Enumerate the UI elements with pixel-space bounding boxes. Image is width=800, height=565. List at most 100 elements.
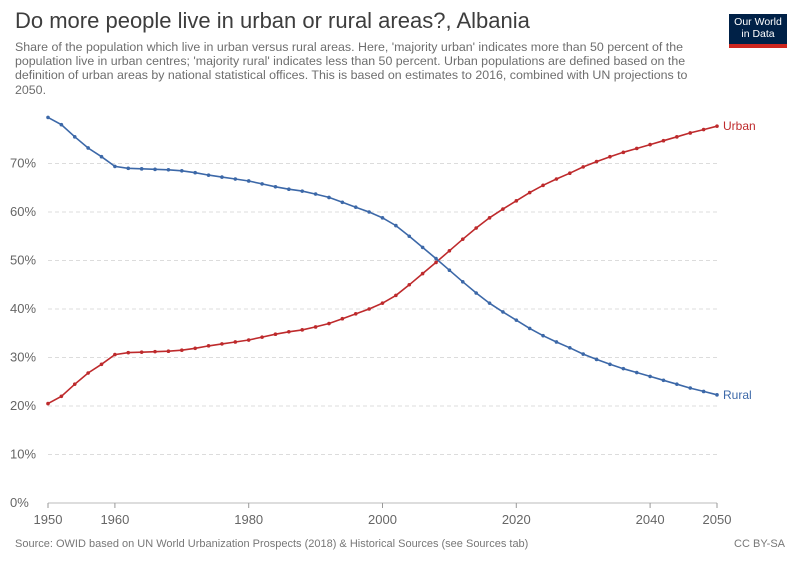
data-point-rural[interactable] xyxy=(514,318,519,322)
data-point-urban[interactable] xyxy=(420,271,425,276)
source-note[interactable]: Source: OWID based on UN World Urbanizat… xyxy=(15,538,529,550)
data-point-urban[interactable] xyxy=(59,394,64,399)
data-point-urban[interactable] xyxy=(447,249,452,253)
data-point-urban[interactable] xyxy=(661,138,666,143)
data-point-urban[interactable] xyxy=(394,293,398,298)
data-point-rural[interactable] xyxy=(380,216,385,220)
data-point-rural[interactable] xyxy=(661,378,666,383)
data-point-rural[interactable] xyxy=(59,122,64,127)
data-point-urban[interactable] xyxy=(407,282,412,287)
series-label-rural[interactable]: Rural xyxy=(723,388,752,402)
data-point-urban[interactable] xyxy=(715,124,719,128)
data-point-rural[interactable] xyxy=(193,170,197,175)
data-point-urban[interactable] xyxy=(514,199,519,203)
data-point-urban[interactable] xyxy=(501,207,505,211)
data-point-rural[interactable] xyxy=(688,386,693,390)
data-point-urban[interactable] xyxy=(327,321,331,326)
data-point-urban[interactable] xyxy=(139,350,144,354)
data-point-rural[interactable] xyxy=(367,210,371,214)
data-point-urban[interactable] xyxy=(273,332,278,337)
data-point-urban[interactable] xyxy=(86,371,90,375)
series-line-urban[interactable] xyxy=(47,125,718,405)
data-point-urban[interactable] xyxy=(608,154,612,159)
data-point-rural[interactable] xyxy=(340,200,345,205)
data-point-rural[interactable] xyxy=(487,301,492,305)
data-point-rural[interactable] xyxy=(420,245,425,250)
data-point-rural[interactable] xyxy=(313,192,318,196)
data-point-rural[interactable] xyxy=(447,268,452,273)
data-point-rural[interactable] xyxy=(501,310,505,314)
data-point-urban[interactable] xyxy=(260,335,264,339)
data-point-rural[interactable] xyxy=(594,357,599,362)
data-point-urban[interactable] xyxy=(568,171,572,175)
data-point-urban[interactable] xyxy=(220,342,224,346)
data-point-urban[interactable] xyxy=(380,301,385,305)
data-point-urban[interactable] xyxy=(193,346,197,351)
data-point-rural[interactable] xyxy=(675,382,679,386)
data-point-rural[interactable] xyxy=(46,115,50,120)
data-point-rural[interactable] xyxy=(206,173,211,177)
data-point-rural[interactable] xyxy=(648,374,652,379)
data-point-rural[interactable] xyxy=(715,393,719,397)
data-point-urban[interactable] xyxy=(688,131,693,135)
data-point-rural[interactable] xyxy=(113,164,117,169)
data-point-urban[interactable] xyxy=(621,150,626,155)
data-point-rural[interactable] xyxy=(99,154,104,159)
data-point-urban[interactable] xyxy=(126,350,131,355)
data-point-rural[interactable] xyxy=(273,184,278,189)
data-point-rural[interactable] xyxy=(166,168,171,172)
data-point-urban[interactable] xyxy=(474,226,478,230)
data-point-urban[interactable] xyxy=(300,328,305,332)
data-point-urban[interactable] xyxy=(434,260,438,265)
data-point-rural[interactable] xyxy=(568,346,572,350)
data-point-rural[interactable] xyxy=(460,280,465,284)
data-point-urban[interactable] xyxy=(554,177,559,181)
data-point-rural[interactable] xyxy=(434,256,438,261)
series-line-rural[interactable] xyxy=(47,116,718,396)
data-point-rural[interactable] xyxy=(541,333,545,338)
data-point-rural[interactable] xyxy=(474,291,478,295)
data-point-rural[interactable] xyxy=(581,352,585,356)
data-point-rural[interactable] xyxy=(300,189,305,193)
data-point-rural[interactable] xyxy=(72,135,77,139)
data-point-urban[interactable] xyxy=(166,349,171,353)
license-note[interactable]: CC BY-SA xyxy=(734,538,785,550)
data-point-urban[interactable] xyxy=(460,237,465,241)
data-point-rural[interactable] xyxy=(353,205,358,209)
data-point-rural[interactable] xyxy=(126,166,131,171)
data-point-rural[interactable] xyxy=(701,389,706,394)
data-point-rural[interactable] xyxy=(394,223,398,228)
data-point-urban[interactable] xyxy=(367,307,371,311)
data-point-rural[interactable] xyxy=(86,146,90,150)
data-point-urban[interactable] xyxy=(153,349,157,354)
owid-logo[interactable]: Our World in Data xyxy=(729,14,787,48)
data-point-rural[interactable] xyxy=(327,195,331,200)
data-point-urban[interactable] xyxy=(72,382,77,386)
data-point-rural[interactable] xyxy=(180,168,184,173)
data-point-urban[interactable] xyxy=(99,362,104,367)
data-point-rural[interactable] xyxy=(139,167,144,171)
data-point-rural[interactable] xyxy=(554,340,559,344)
data-point-rural[interactable] xyxy=(287,187,291,192)
data-point-urban[interactable] xyxy=(581,165,585,169)
data-point-rural[interactable] xyxy=(220,175,224,179)
data-point-urban[interactable] xyxy=(206,344,211,348)
data-point-urban[interactable] xyxy=(180,348,184,353)
data-point-rural[interactable] xyxy=(527,326,532,331)
data-point-urban[interactable] xyxy=(353,312,358,316)
data-point-urban[interactable] xyxy=(246,338,251,342)
data-point-urban[interactable] xyxy=(648,142,652,147)
data-point-urban[interactable] xyxy=(527,190,532,195)
data-point-urban[interactable] xyxy=(46,401,50,406)
data-point-rural[interactable] xyxy=(260,182,264,186)
data-point-urban[interactable] xyxy=(287,329,291,334)
data-point-urban[interactable] xyxy=(594,159,599,164)
data-point-urban[interactable] xyxy=(541,183,545,188)
data-point-rural[interactable] xyxy=(608,362,612,367)
data-point-rural[interactable] xyxy=(233,177,238,181)
data-point-urban[interactable] xyxy=(313,325,318,329)
data-point-urban[interactable] xyxy=(233,340,238,344)
data-point-urban[interactable] xyxy=(701,127,706,132)
data-point-rural[interactable] xyxy=(153,167,157,172)
data-point-urban[interactable] xyxy=(487,216,492,220)
